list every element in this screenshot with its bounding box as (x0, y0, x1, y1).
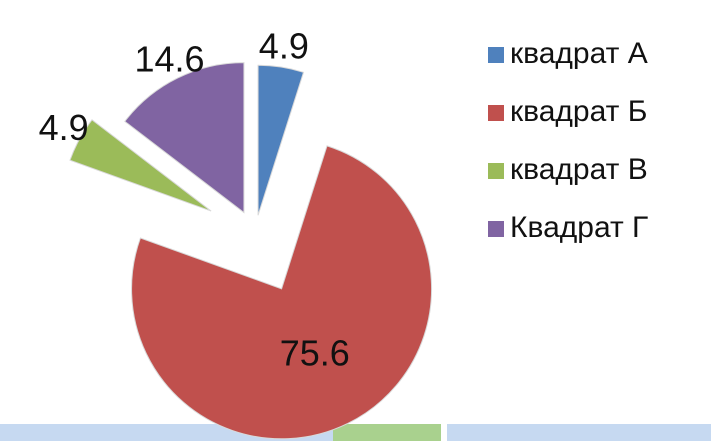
data-label: 4.9 (259, 26, 309, 67)
legend-swatch (488, 163, 504, 179)
pie-slice (257, 64, 305, 216)
legend-swatch (488, 221, 504, 237)
legend-label: Квадрат Г (510, 211, 648, 244)
pie-slice (131, 145, 433, 440)
pie-slice (124, 62, 245, 214)
data-label: 4.9 (39, 107, 89, 148)
legend-label: квадрат А (510, 37, 648, 70)
legend-swatch (488, 105, 504, 121)
legend-label: квадрат Б (510, 95, 647, 128)
slide-decoration (333, 424, 441, 441)
data-label: 75.6 (280, 333, 350, 374)
slide-decoration (441, 424, 447, 441)
data-label: 14.6 (135, 38, 205, 79)
legend-label: квадрат В (510, 153, 648, 186)
legend-swatch (488, 47, 504, 63)
pie-slice (69, 119, 212, 212)
